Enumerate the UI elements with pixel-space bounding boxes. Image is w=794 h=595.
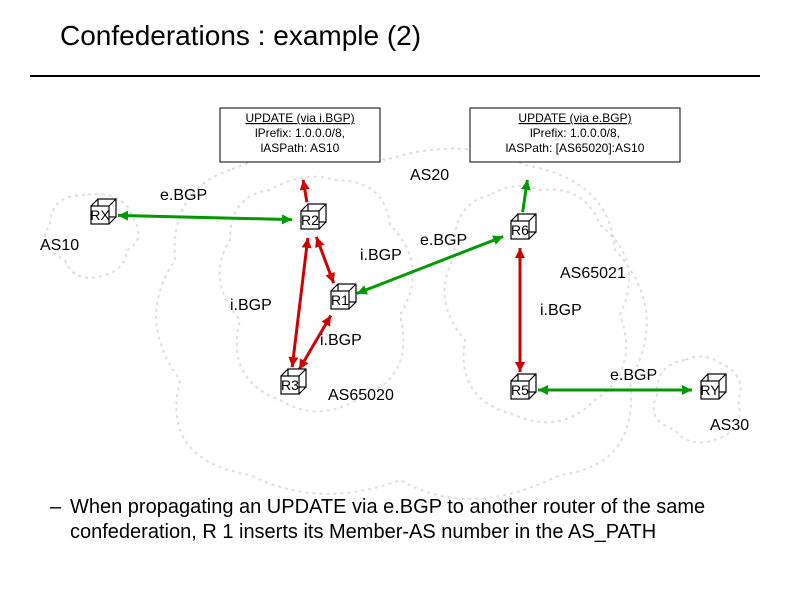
link-0-head: [118, 211, 128, 221]
cloud-as65021: [445, 186, 629, 422]
node-label-r5: R5: [511, 382, 529, 398]
link-7-head: [515, 248, 525, 258]
label-as20: AS20: [410, 167, 449, 184]
area-label-as10: AS10: [40, 237, 79, 254]
update-box-ebgp-line0: UPDATE (via e.BGP): [518, 111, 631, 125]
diagram-area: UPDATE (via i.BGP)lPrefix: 1.0.0.0/8,lAS…: [30, 100, 760, 480]
slide: Confederations : example (2) UPDATE (via…: [0, 0, 794, 595]
node-label-ry: RY: [700, 382, 720, 398]
link-7-head: [515, 362, 525, 372]
link-8-head: [538, 385, 548, 395]
node-label-r1: R1: [331, 292, 349, 308]
link-label-3: i.BGP: [230, 297, 272, 314]
link-8-head: [682, 385, 692, 395]
bullet-dash: –: [50, 495, 61, 520]
update-box-ebgp-line1: lPrefix: 1.0.0.0/8,: [530, 126, 620, 140]
link-label-7: i.BGP: [540, 302, 582, 319]
diagram-svg: UPDATE (via i.BGP)lPrefix: 1.0.0.0/8,lAS…: [30, 100, 760, 480]
link-label-5: e.BGP: [420, 232, 467, 249]
node-label-rx: RX: [90, 207, 110, 223]
link-label-4: i.BGP: [320, 332, 362, 349]
link-0: [118, 215, 292, 219]
area-label-as65021: AS65021: [560, 265, 626, 282]
node-label-r2: R2: [301, 212, 319, 228]
update-box-ibgp-line1: lPrefix: 1.0.0.0/8,: [255, 126, 345, 140]
horizontal-rule: [30, 75, 760, 77]
area-label-as30: AS30: [710, 417, 749, 434]
link-label-0: e.BGP: [160, 187, 207, 204]
node-label-r6: R6: [511, 222, 529, 238]
update-box-ibgp-line0: UPDATE (via i.BGP): [245, 111, 354, 125]
area-label-as65020: AS65020: [328, 387, 394, 404]
bullet-text: – When propagating an UPDATE via e.BGP t…: [70, 495, 754, 545]
link-0-head: [282, 214, 292, 224]
update-box-ebgp-line2: lASPath: [AS65020]:AS10: [506, 141, 645, 155]
update-box-ibgp-line2: lASPath: AS10: [261, 141, 340, 155]
link-label-2: i.BGP: [360, 247, 402, 264]
link-label-8: e.BGP: [610, 367, 657, 384]
cloud-as20_outer: [156, 149, 647, 499]
link-4: [292, 238, 308, 367]
node-label-r3: R3: [281, 377, 299, 393]
bullet-content: When propagating an UPDATE via e.BGP to …: [70, 496, 705, 543]
page-title: Confederations : example (2): [60, 20, 421, 52]
